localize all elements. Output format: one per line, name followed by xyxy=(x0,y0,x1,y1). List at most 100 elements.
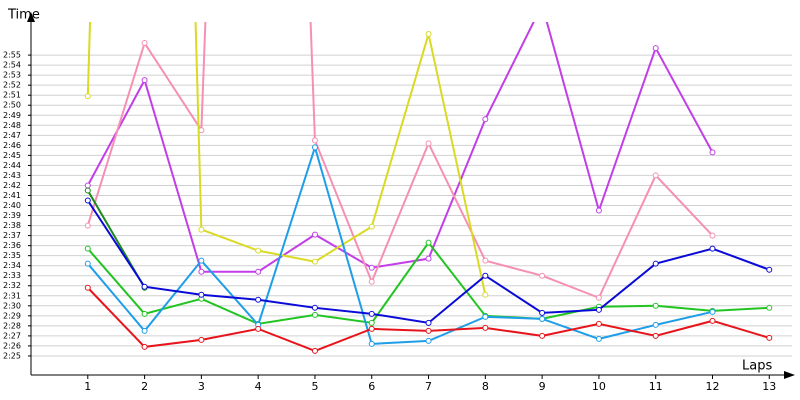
point xyxy=(84,197,91,204)
point xyxy=(368,310,375,317)
y-tick-label: 2:41 xyxy=(3,191,21,200)
y-tick-label: 2:44 xyxy=(3,161,21,170)
point xyxy=(766,334,773,341)
point xyxy=(255,268,262,275)
y-tick-label: 2:54 xyxy=(3,61,21,70)
point xyxy=(198,257,205,264)
point xyxy=(595,335,602,342)
point xyxy=(368,264,375,271)
x-tick-label: 1 xyxy=(84,380,91,393)
point xyxy=(311,311,318,318)
point xyxy=(198,336,205,343)
y-tick-label: 2:30 xyxy=(3,301,21,310)
point xyxy=(652,260,659,267)
point xyxy=(141,343,148,350)
point xyxy=(311,231,318,238)
point xyxy=(141,77,148,84)
point xyxy=(84,245,91,252)
point xyxy=(425,239,432,246)
x-tick-label: 8 xyxy=(482,380,489,393)
point xyxy=(539,272,546,279)
x-tick-label: 3 xyxy=(198,380,205,393)
point xyxy=(425,140,432,147)
y-tick-label: 2:43 xyxy=(3,171,21,180)
point xyxy=(652,332,659,339)
y-tick-label: 2:38 xyxy=(3,221,21,230)
y-tick-label: 2:31 xyxy=(3,291,21,300)
y-tick-label: 2:46 xyxy=(3,141,21,150)
y-tick-label: 2:52 xyxy=(3,81,21,90)
x-axis-label: Laps xyxy=(742,359,772,374)
point xyxy=(198,268,205,275)
y-tick-label: 2:47 xyxy=(3,131,21,140)
point xyxy=(311,347,318,354)
y-tick-label: 2:27 xyxy=(3,331,21,340)
x-tick-label: 12 xyxy=(705,380,719,393)
y-tick-label: 2:40 xyxy=(3,201,21,210)
point xyxy=(652,302,659,309)
point xyxy=(595,294,602,301)
point xyxy=(368,223,375,230)
y-tick-label: 2:55 xyxy=(3,51,21,60)
point xyxy=(368,319,375,326)
point xyxy=(198,226,205,233)
point xyxy=(766,266,773,273)
point xyxy=(84,187,91,194)
point xyxy=(311,137,318,144)
point xyxy=(84,222,91,229)
point xyxy=(482,313,489,320)
point xyxy=(482,272,489,279)
point xyxy=(709,149,716,156)
point xyxy=(425,337,432,344)
point xyxy=(652,45,659,52)
point xyxy=(425,255,432,262)
point xyxy=(539,332,546,339)
y-tick-label: 2:26 xyxy=(3,341,21,350)
y-tick-label: 2:28 xyxy=(3,321,21,330)
y-tick-label: 2:25 xyxy=(3,351,21,360)
x-tick-label: 2 xyxy=(141,380,148,393)
series-line xyxy=(87,240,770,325)
x-tick-label: 4 xyxy=(255,380,262,393)
point xyxy=(425,327,432,334)
point xyxy=(255,325,262,332)
series-line xyxy=(86,199,770,324)
x-tick-label: 13 xyxy=(762,380,776,393)
y-tick-label: 2:50 xyxy=(3,101,21,110)
point xyxy=(84,260,91,267)
point xyxy=(595,306,602,313)
point xyxy=(709,317,716,324)
point xyxy=(539,315,546,322)
x-tick-label: 7 xyxy=(425,380,432,393)
y-tick-label: 2:32 xyxy=(3,281,21,290)
point xyxy=(368,278,375,285)
y-tick-label: 2:34 xyxy=(3,261,21,270)
y-tick-label: 2:49 xyxy=(3,111,21,120)
y-axis-arrow xyxy=(27,12,35,22)
point xyxy=(539,309,546,316)
y-tick-label: 2:45 xyxy=(3,151,21,160)
point xyxy=(84,93,91,100)
point xyxy=(652,172,659,179)
plot-area xyxy=(84,22,773,354)
point xyxy=(709,245,716,252)
point xyxy=(709,308,716,315)
series-line xyxy=(86,22,714,273)
point xyxy=(311,144,318,151)
point xyxy=(198,291,205,298)
x-axis-arrow xyxy=(784,371,795,379)
point xyxy=(141,40,148,47)
point xyxy=(709,232,716,239)
point xyxy=(311,304,318,311)
point xyxy=(84,284,91,291)
y-tick-label: 2:53 xyxy=(3,71,21,80)
point xyxy=(368,340,375,347)
point xyxy=(482,257,489,264)
point xyxy=(482,116,489,123)
point xyxy=(255,247,262,254)
x-tick-label: 6 xyxy=(368,380,375,393)
point xyxy=(311,258,318,265)
point xyxy=(595,207,602,214)
y-tick-label: 2:42 xyxy=(3,181,21,190)
